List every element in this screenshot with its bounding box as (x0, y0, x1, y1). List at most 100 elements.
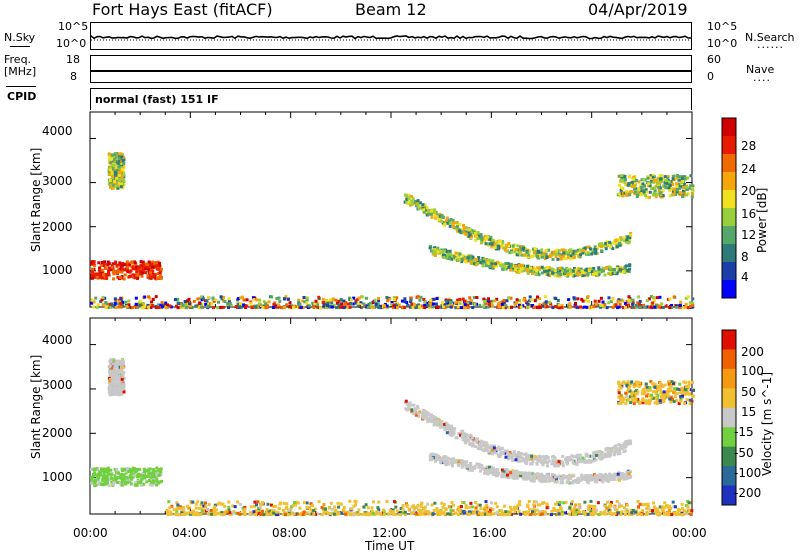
echo-cell (567, 456, 571, 459)
echo-cell (629, 233, 633, 237)
echo-cell (490, 299, 494, 303)
echo-cell (555, 508, 559, 512)
echo-cell (486, 261, 490, 265)
echo-cell (607, 296, 611, 300)
echo-cell (119, 305, 123, 309)
echo-cell (544, 302, 548, 306)
echo-cell (619, 265, 623, 269)
echo-cell (122, 173, 126, 177)
echo-cell (480, 240, 484, 244)
echo-cell (543, 295, 547, 299)
echo-cell (535, 305, 539, 309)
echo-cell (450, 501, 454, 504)
echo-cell (233, 505, 237, 509)
echo-cell (611, 297, 615, 301)
echo-cell (646, 502, 650, 506)
echo-cell (456, 229, 460, 233)
echo-cell (498, 262, 502, 265)
echo-cell (127, 299, 131, 303)
echo-cell (236, 297, 240, 301)
echo-cell (455, 228, 459, 231)
echo-cell (236, 500, 239, 504)
echo-cell (204, 501, 207, 505)
echo-cell (535, 458, 539, 462)
echo-cell (214, 298, 218, 302)
echo-cell (569, 270, 573, 274)
echo-cell (513, 510, 517, 514)
echo-cell (548, 300, 551, 304)
echo-cell (467, 512, 471, 516)
echo-cell (96, 303, 100, 307)
echo-cell (127, 470, 131, 473)
echo-cell (463, 226, 466, 230)
echo-cell (616, 239, 619, 243)
echo-cell (110, 153, 114, 157)
echo-cell (213, 512, 217, 516)
echo-cell (647, 182, 651, 186)
echo-cell (484, 237, 488, 240)
echo-cell (579, 305, 583, 309)
echo-cell (628, 297, 632, 301)
echo-cell (662, 177, 665, 181)
echo-cell (117, 392, 121, 396)
echo-cell (478, 236, 482, 240)
echo-cell (623, 449, 627, 453)
echo-cell (292, 306, 295, 309)
echo-cell (583, 500, 587, 504)
echo-cell (577, 458, 581, 462)
echo-cell (514, 458, 518, 462)
echo-cell (242, 298, 246, 302)
echo-cell (668, 306, 672, 310)
echo-cell (629, 442, 633, 445)
echo-cell (588, 247, 592, 251)
echo-cell (397, 303, 401, 307)
echo-cell (131, 266, 135, 270)
echo-cell (257, 512, 261, 516)
echo-cell (582, 269, 586, 273)
echo-cell (141, 472, 145, 475)
echo-cell (390, 303, 394, 306)
echo-cell (321, 507, 325, 511)
echo-cell (492, 471, 495, 475)
echo-cell (138, 299, 142, 303)
echo-cell (618, 267, 622, 271)
echo-cell (685, 193, 689, 197)
echo-cell (90, 301, 94, 305)
echo-cell (272, 505, 276, 508)
echo-cell (626, 235, 630, 239)
echo-cell (507, 265, 511, 269)
echo-cell (623, 180, 627, 184)
echo-cell (375, 510, 379, 514)
echo-cell (476, 231, 480, 234)
echo-cell (97, 480, 101, 484)
echo-cell (529, 255, 533, 259)
echo-cell (255, 298, 259, 302)
echo-cell (526, 510, 530, 514)
echo-cell (526, 253, 530, 257)
echo-cell (628, 267, 632, 271)
echo-cell (620, 174, 624, 178)
echo-cell (322, 503, 326, 507)
echo-cell (267, 300, 271, 304)
echo-cell (646, 176, 650, 180)
echo-cell (544, 248, 548, 252)
echo-cell (572, 507, 576, 511)
echo-cell (673, 511, 677, 515)
echo-cell (612, 241, 616, 245)
echo-cell (623, 236, 626, 240)
echo-cell (107, 182, 111, 186)
echo-cell (434, 247, 438, 251)
echo-cell (578, 248, 582, 252)
echo-cell (416, 503, 420, 507)
echo-cell (495, 505, 499, 509)
echo-cell (328, 298, 332, 302)
echo-cell (418, 511, 422, 514)
echo-cell (152, 265, 156, 269)
echo-cell (337, 303, 341, 307)
nsky-right-tick-bottom: 10^0 (707, 37, 738, 50)
echo-cell (483, 234, 487, 238)
echo-cell (554, 305, 557, 308)
echo-cell (583, 246, 587, 250)
echo-cell (385, 296, 389, 299)
echo-cell (207, 503, 211, 507)
